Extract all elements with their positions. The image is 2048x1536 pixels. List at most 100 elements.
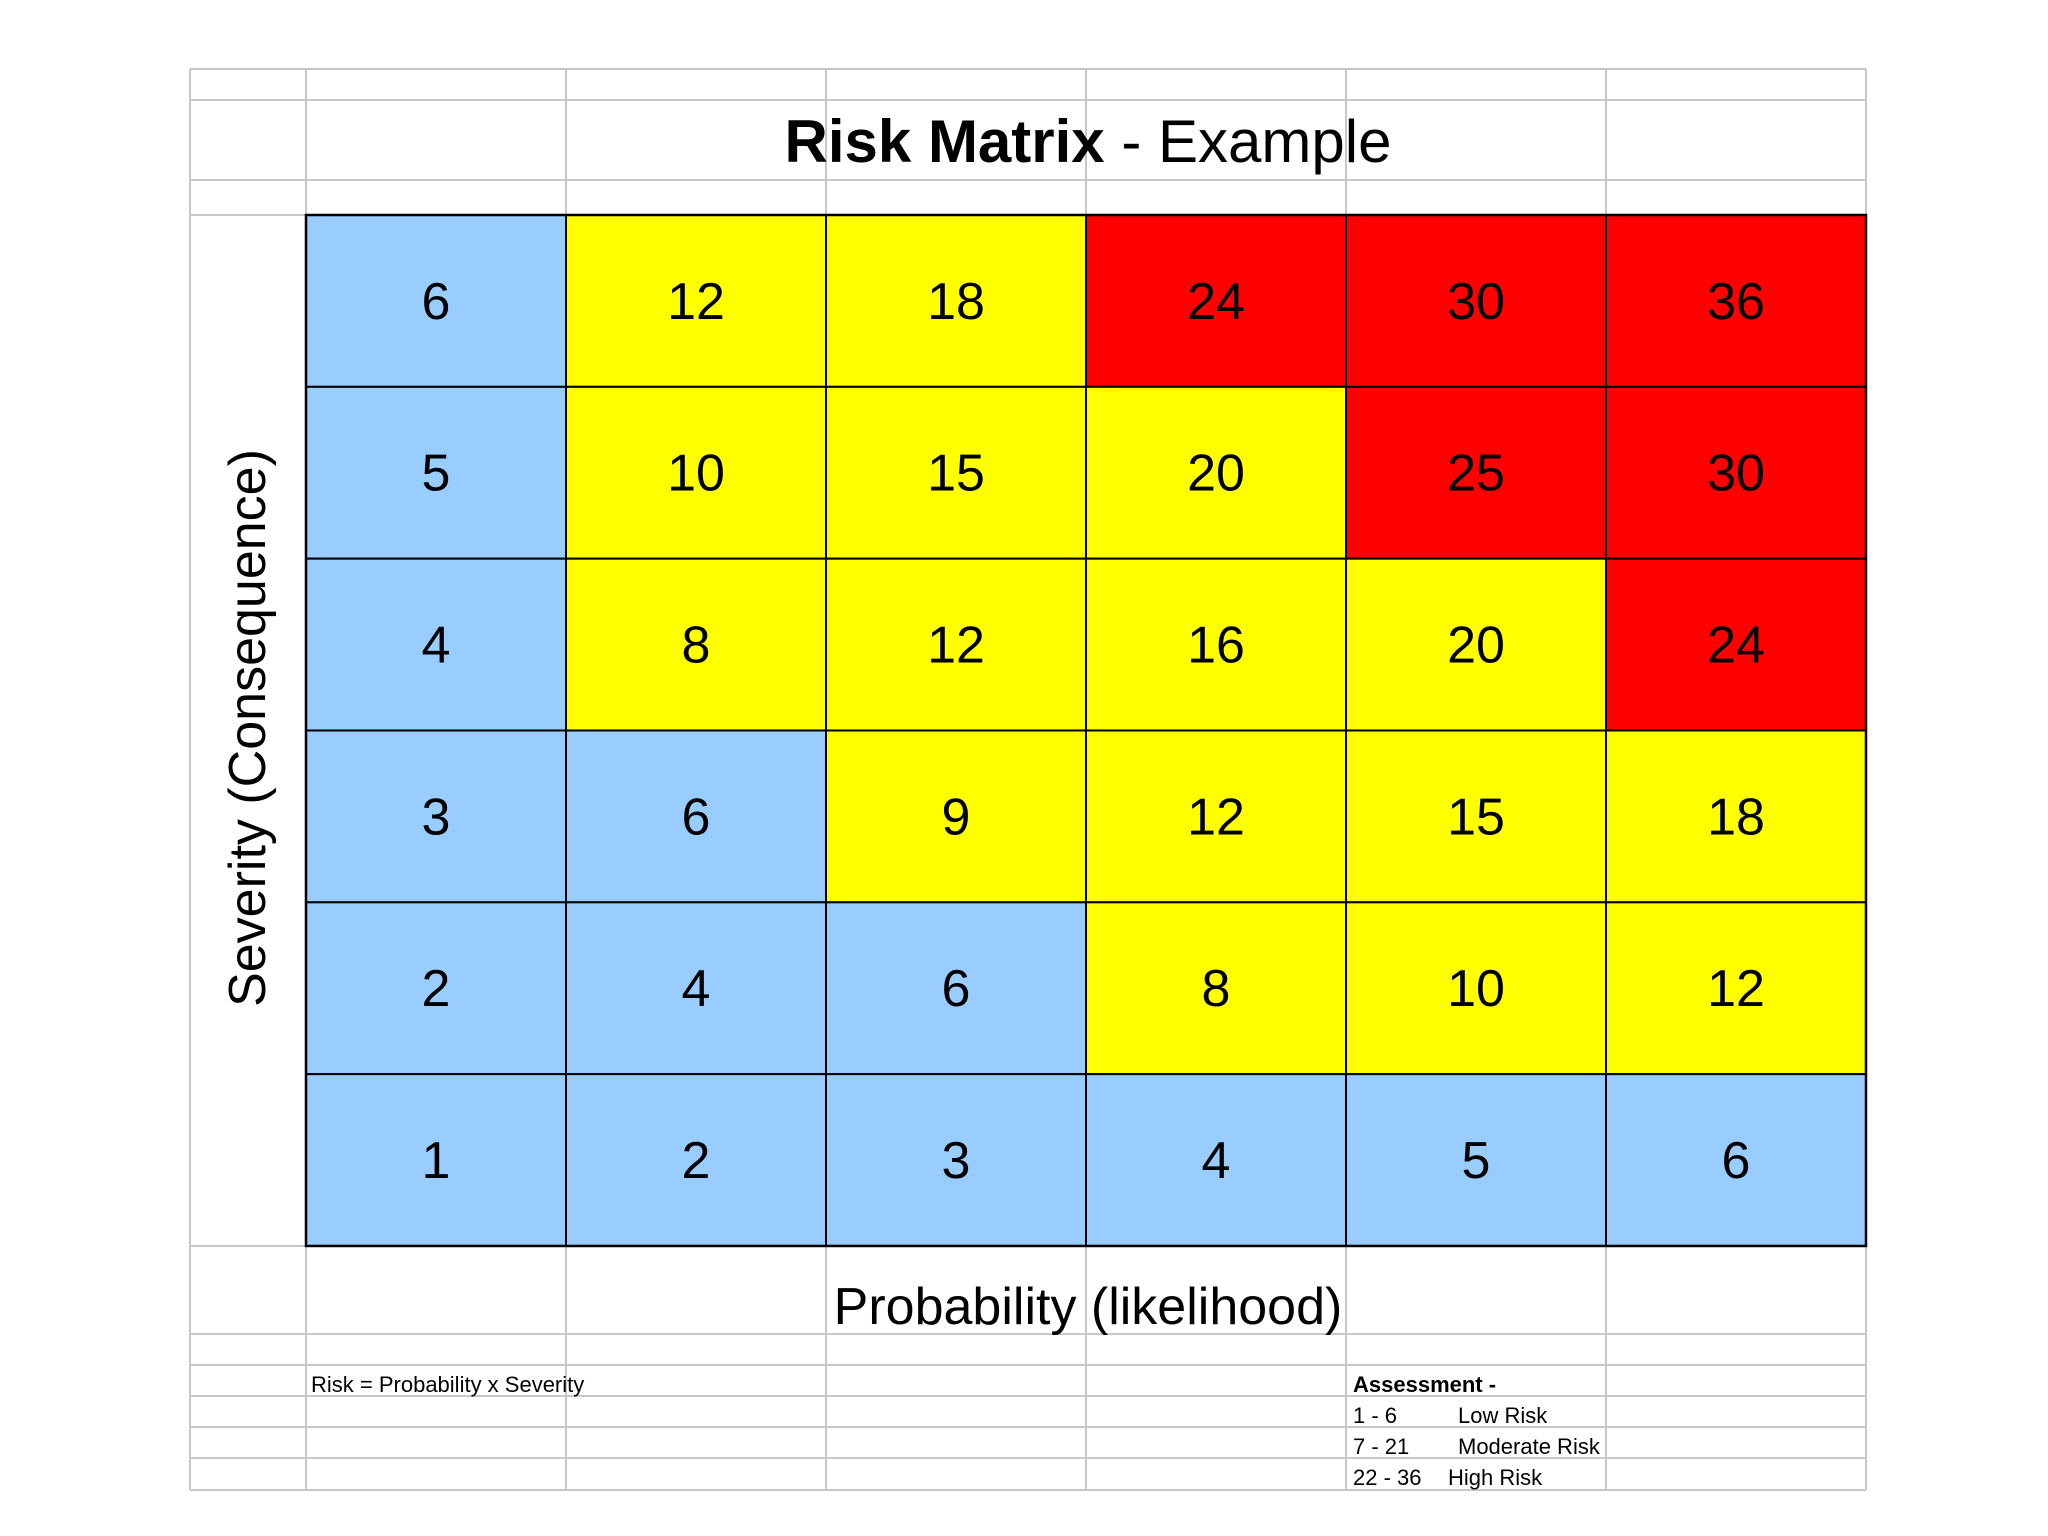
assessment-heading: Assessment - [1353, 1372, 1496, 1397]
x-axis-label: Probability (likelihood) [834, 1278, 1343, 1336]
matrix-cell-value: 16 [1187, 617, 1245, 675]
chart-title-rest: - Example [1105, 108, 1392, 175]
matrix-cell: 36 [1605, 214, 1867, 388]
assessment-range-low: 1 - 6 [1353, 1403, 1397, 1428]
matrix-cell-value: 6 [942, 960, 971, 1018]
matrix-cell: 12 [565, 214, 827, 388]
chart-title: Risk Matrix - Example [785, 108, 1392, 175]
matrix-cell-low [305, 1073, 567, 1247]
matrix-cell-high [1605, 214, 1867, 388]
matrix-cell-value: 24 [1707, 617, 1765, 675]
matrix-cell-moderate [1085, 729, 1347, 904]
matrix-cell-value: 3 [942, 1132, 971, 1190]
matrix-cell-moderate [565, 557, 827, 732]
matrix-cell-value: 10 [667, 445, 725, 503]
matrix-cell-moderate [1605, 729, 1867, 904]
matrix-cell-value: 1 [422, 1132, 451, 1190]
matrix-cell: 24 [1605, 557, 1867, 732]
matrix-cell-moderate [1085, 901, 1347, 1076]
matrix-cell-value: 30 [1447, 273, 1505, 331]
matrix-cell: 16 [1085, 557, 1347, 732]
matrix-cell-value: 12 [667, 273, 725, 331]
matrix-cell-value: 9 [942, 788, 971, 846]
formula-text: Risk = Probability x Severity [311, 1372, 584, 1397]
matrix-cell-value: 6 [682, 788, 711, 846]
matrix-cell-high [1605, 557, 1867, 732]
matrix-cell-moderate [825, 214, 1087, 388]
matrix-cell-high [1345, 385, 1607, 560]
matrix-cell-low [565, 1073, 827, 1247]
matrix-cell: 3 [825, 1073, 1087, 1247]
matrix-cell-value: 5 [1462, 1132, 1491, 1190]
matrix-cell: 12 [1085, 729, 1347, 904]
matrix-cell-low [825, 901, 1087, 1076]
matrix-cell-value: 8 [1202, 960, 1231, 1018]
matrix-cell: 15 [1345, 729, 1607, 904]
matrix-cell-high [1345, 214, 1607, 388]
matrix-cell: 18 [825, 214, 1087, 388]
matrix-cell: 18 [1605, 729, 1867, 904]
assessment-range-high: 22 - 36 [1353, 1465, 1422, 1490]
assessment-label-high: High Risk [1448, 1465, 1543, 1490]
matrix-cell-value: 36 [1707, 273, 1765, 331]
matrix-cell: 1 [305, 1073, 567, 1247]
matrix-cell: 15 [825, 385, 1087, 560]
matrix-cell-low [305, 385, 567, 560]
matrix-cell-value: 8 [682, 617, 711, 675]
matrix-cell-moderate [1605, 901, 1867, 1076]
matrix-cell-value: 6 [422, 273, 451, 331]
matrix-cell: 30 [1605, 385, 1867, 560]
matrix-cell-value: 10 [1447, 960, 1505, 1018]
matrix-cell-value: 3 [422, 788, 451, 846]
matrix-cell-value: 5 [422, 445, 451, 503]
matrix-cell: 20 [1345, 557, 1607, 732]
matrix-cell-value: 2 [422, 960, 451, 1018]
risk-matrix: 6 12 18 24 30 365 10 15 20 25 304 8 12 16 20 243 6 9 12 15 1… [304, 213, 1868, 1248]
matrix-cell-value: 15 [1447, 788, 1505, 846]
matrix-cell: 12 [1605, 901, 1867, 1076]
matrix-cell: 5 [305, 385, 567, 560]
matrix-cell-value: 12 [927, 617, 985, 675]
matrix-cell: 5 [1345, 1073, 1607, 1247]
chart-title-bold: Risk Matrix [785, 108, 1105, 175]
matrix-border [304, 213, 1868, 1248]
matrix-cell: 9 [825, 729, 1087, 904]
matrix-cell-value: 4 [422, 617, 451, 675]
matrix-cell: 24 [1085, 214, 1347, 388]
matrix-cell-value: 25 [1447, 445, 1505, 503]
assessment-label-low: Low Risk [1458, 1403, 1548, 1428]
matrix-cell-value: 6 [1722, 1132, 1751, 1190]
matrix-cell: 10 [565, 385, 827, 560]
matrix-cell-value: 18 [1707, 788, 1765, 846]
matrix-cell-moderate [825, 557, 1087, 732]
matrix-cell-value: 4 [1202, 1132, 1231, 1190]
matrix-cell: 12 [825, 557, 1087, 732]
matrix-cell: 6 [565, 729, 827, 904]
matrix-cell: 25 [1345, 385, 1607, 560]
matrix-cell-value: 15 [927, 445, 985, 503]
matrix-cell-value: 2 [682, 1132, 711, 1190]
matrix-cell-moderate [1345, 729, 1607, 904]
matrix-cell: 8 [565, 557, 827, 732]
matrix-cell: 2 [565, 1073, 827, 1247]
matrix-cell-value: 20 [1447, 617, 1505, 675]
matrix-cell: 10 [1345, 901, 1607, 1076]
matrix-cell: 20 [1085, 385, 1347, 560]
matrix-cell-low [565, 729, 827, 904]
matrix-cell-moderate [1085, 385, 1347, 560]
matrix-cell-value: 20 [1187, 445, 1245, 503]
matrix-cell: 4 [1085, 1073, 1347, 1247]
matrix-cell-moderate [1085, 557, 1347, 732]
y-axis-label: Severity (Consequence) [219, 449, 277, 1007]
assessment-label-moderate: Moderate Risk [1458, 1434, 1601, 1459]
matrix-cell-moderate [825, 729, 1087, 904]
matrix-cell: 30 [1345, 214, 1607, 388]
matrix-cell-value: 12 [1187, 788, 1245, 846]
matrix-cell-moderate [1345, 901, 1607, 1076]
matrix-cell-value: 4 [682, 960, 711, 1018]
matrix-cell-moderate [565, 385, 827, 560]
matrix-cell-value: 30 [1707, 445, 1765, 503]
assessment-range-moderate: 7 - 21 [1353, 1434, 1409, 1459]
matrix-cell-value: 24 [1187, 273, 1245, 331]
